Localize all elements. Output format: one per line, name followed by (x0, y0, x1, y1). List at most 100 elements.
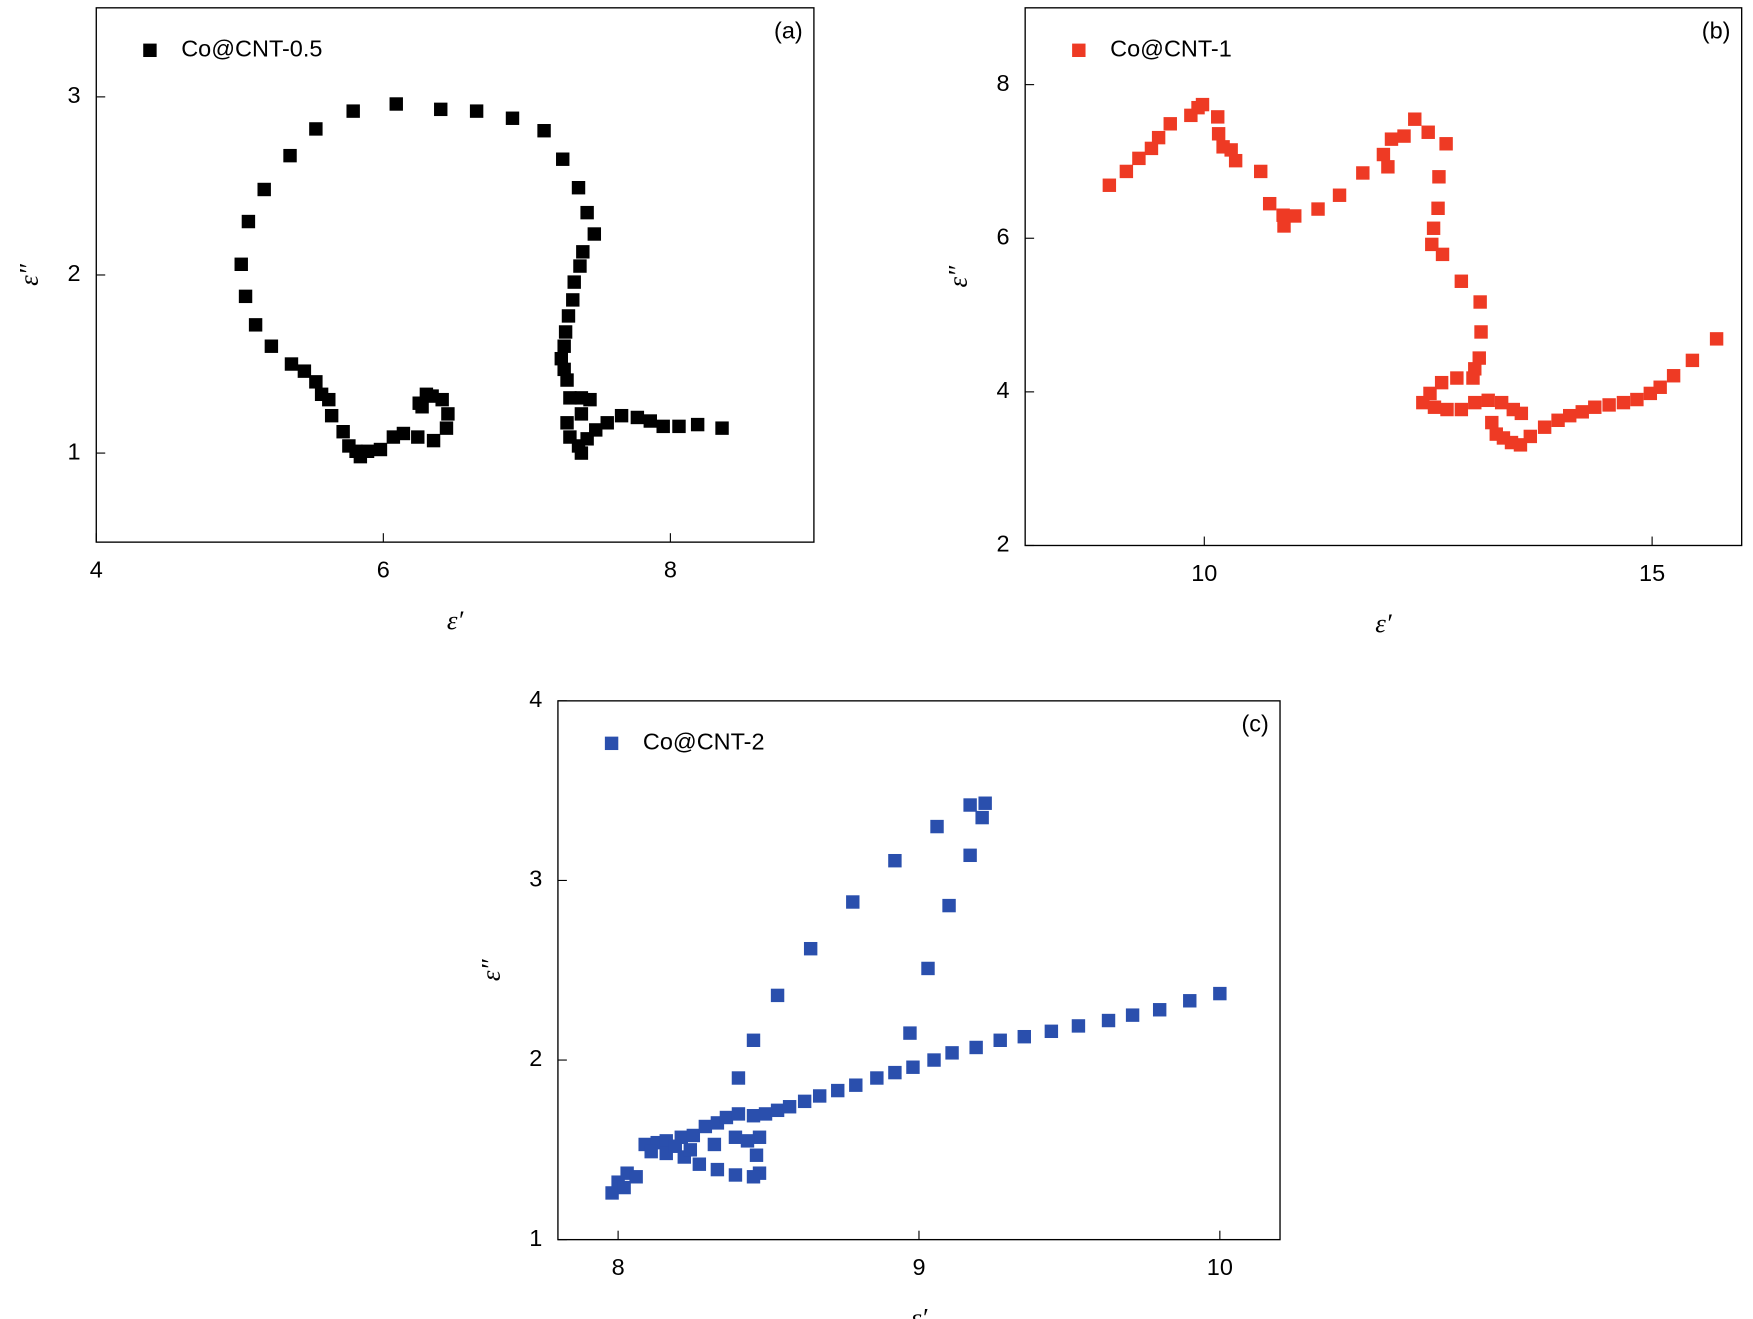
point (692, 1157, 707, 1171)
point (1132, 151, 1146, 166)
point (1277, 219, 1291, 233)
point (690, 417, 705, 432)
point (396, 426, 411, 441)
point (698, 1119, 713, 1134)
point (1228, 153, 1243, 168)
point (571, 181, 586, 195)
point (574, 407, 589, 421)
x-tick-label: 15 (1639, 560, 1665, 586)
point (707, 1137, 722, 1152)
point (1685, 353, 1700, 368)
point (1630, 392, 1644, 407)
point (1474, 325, 1488, 339)
x-tick-label: 4 (90, 556, 103, 582)
point (1332, 188, 1347, 202)
point (1426, 221, 1441, 235)
point (1514, 406, 1529, 421)
x-tick-label: 9 (912, 1254, 925, 1280)
y-tick-label: 8 (996, 70, 1009, 96)
point (1602, 398, 1616, 412)
point (1102, 178, 1117, 192)
point (746, 1109, 761, 1123)
point (560, 373, 574, 387)
point (284, 357, 299, 371)
point (1416, 395, 1430, 410)
point (336, 425, 350, 439)
point (888, 853, 902, 868)
point (945, 1046, 959, 1060)
point (426, 433, 441, 448)
point (1434, 375, 1449, 390)
y-tick-label: 4 (529, 686, 542, 712)
point (566, 293, 580, 307)
point (587, 227, 602, 241)
point (264, 339, 279, 353)
point (297, 364, 312, 378)
point (770, 988, 785, 1003)
point (1421, 125, 1435, 139)
point (324, 408, 339, 423)
panel-label: (b) (1702, 18, 1731, 44)
point (1213, 986, 1227, 1001)
x-axis-label: ε′ (911, 1302, 929, 1319)
point (930, 819, 944, 834)
point (346, 104, 360, 118)
point (963, 848, 977, 863)
point (505, 111, 520, 125)
legend-marker (604, 736, 619, 751)
point (782, 1100, 797, 1114)
plot-frame (95, 7, 815, 543)
point (1432, 170, 1446, 184)
point (574, 446, 589, 460)
point (1425, 237, 1439, 252)
legend-marker (1072, 43, 1086, 58)
point (1427, 400, 1442, 414)
point (1454, 402, 1469, 417)
legend-marker (143, 43, 157, 58)
point (322, 392, 336, 407)
y-axis-label: ε″ (942, 265, 972, 288)
point (963, 798, 977, 812)
point (1450, 371, 1464, 385)
point (683, 1143, 698, 1157)
point (1376, 147, 1391, 162)
point (1262, 196, 1277, 211)
point (906, 1060, 920, 1074)
point (360, 444, 375, 459)
point (731, 1071, 746, 1085)
point (373, 442, 388, 457)
point (644, 1144, 658, 1159)
x-tick-label: 10 (1191, 560, 1217, 586)
x-tick-label: 10 (1207, 1254, 1233, 1280)
legend-label: Co@CNT-0.5 (181, 36, 322, 62)
point (557, 339, 571, 353)
point (969, 1040, 983, 1055)
x-tick-label: 8 (664, 556, 677, 582)
point (1588, 400, 1602, 414)
point (903, 1026, 917, 1040)
point (589, 423, 603, 437)
point (770, 1103, 785, 1118)
point (656, 419, 670, 434)
point (715, 421, 729, 435)
point (1466, 371, 1480, 385)
y-axis-label: ε″ (14, 263, 44, 286)
point (921, 961, 935, 976)
panel-label: (a) (774, 18, 803, 44)
point (846, 895, 860, 909)
point (758, 1107, 773, 1121)
point (870, 1071, 884, 1085)
legend-label: Co@CNT-2 (643, 729, 765, 755)
point (554, 351, 569, 366)
point (1494, 395, 1509, 410)
point (1017, 1029, 1031, 1044)
point (1381, 160, 1395, 174)
point (1616, 395, 1631, 410)
x-tick-label: 6 (377, 556, 390, 582)
point (605, 1186, 619, 1200)
legend-label: Co@CNT-1 (1110, 36, 1232, 62)
point (434, 102, 448, 117)
point (439, 421, 454, 435)
point (749, 1148, 764, 1162)
